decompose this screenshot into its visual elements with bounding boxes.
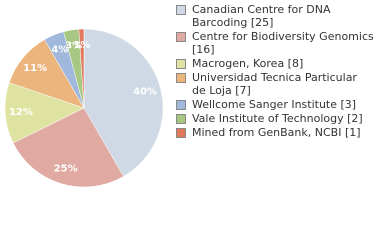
legend-item: Wellcome Sanger Institute [3] bbox=[174, 98, 374, 111]
legend: Canadian Centre for DNA Barcoding [25] Ce… bbox=[174, 3, 374, 140]
legend-swatch bbox=[176, 114, 186, 124]
legend-item: Canadian Centre for DNA Barcoding [25] bbox=[174, 3, 374, 29]
data-label: 40% bbox=[133, 87, 157, 98]
legend-swatch bbox=[176, 59, 186, 69]
legend-swatch bbox=[176, 32, 186, 42]
data-label: 1% bbox=[73, 40, 90, 51]
legend-label: Centre for Biodiversity Genomics [16] bbox=[192, 30, 374, 56]
legend-item: Vale Institute of Technology [2] bbox=[174, 112, 374, 125]
legend-item: Mined from GenBank, NCBI [1] bbox=[174, 126, 374, 139]
pie-chart: 40% 25% 12% 11% 4%3%1% bbox=[4, 28, 164, 188]
legend-swatch bbox=[176, 128, 186, 138]
legend-label: Macrogen, Korea [8] bbox=[192, 57, 304, 70]
pie-slice bbox=[12, 107, 124, 188]
legend-label: Vale Institute of Technology [2] bbox=[192, 112, 363, 125]
legend-swatch bbox=[176, 100, 186, 110]
pie-slice bbox=[78, 28, 85, 109]
pie-slice bbox=[4, 82, 85, 144]
legend-item: Universidad Tecnica Particular de Loja [… bbox=[174, 71, 374, 97]
data-label: 4% bbox=[51, 45, 68, 56]
legend-item: Macrogen, Korea [8] bbox=[174, 57, 374, 70]
legend-label: Canadian Centre for DNA Barcoding [25] bbox=[192, 3, 331, 29]
legend-label: Mined from GenBank, NCBI [1] bbox=[192, 126, 361, 139]
data-label: 25% bbox=[54, 163, 78, 174]
data-label: 12% bbox=[9, 107, 33, 118]
pie-slice bbox=[83, 28, 164, 177]
legend-swatch bbox=[176, 5, 186, 15]
legend-label: Wellcome Sanger Institute [3] bbox=[192, 98, 357, 111]
legend-item: Centre for Biodiversity Genomics [16] bbox=[174, 30, 374, 56]
legend-swatch bbox=[176, 73, 186, 83]
data-label: 3% bbox=[65, 41, 82, 52]
legend-label: Universidad Tecnica Particular de Loja [… bbox=[192, 71, 357, 97]
data-label: 11% bbox=[23, 63, 47, 74]
